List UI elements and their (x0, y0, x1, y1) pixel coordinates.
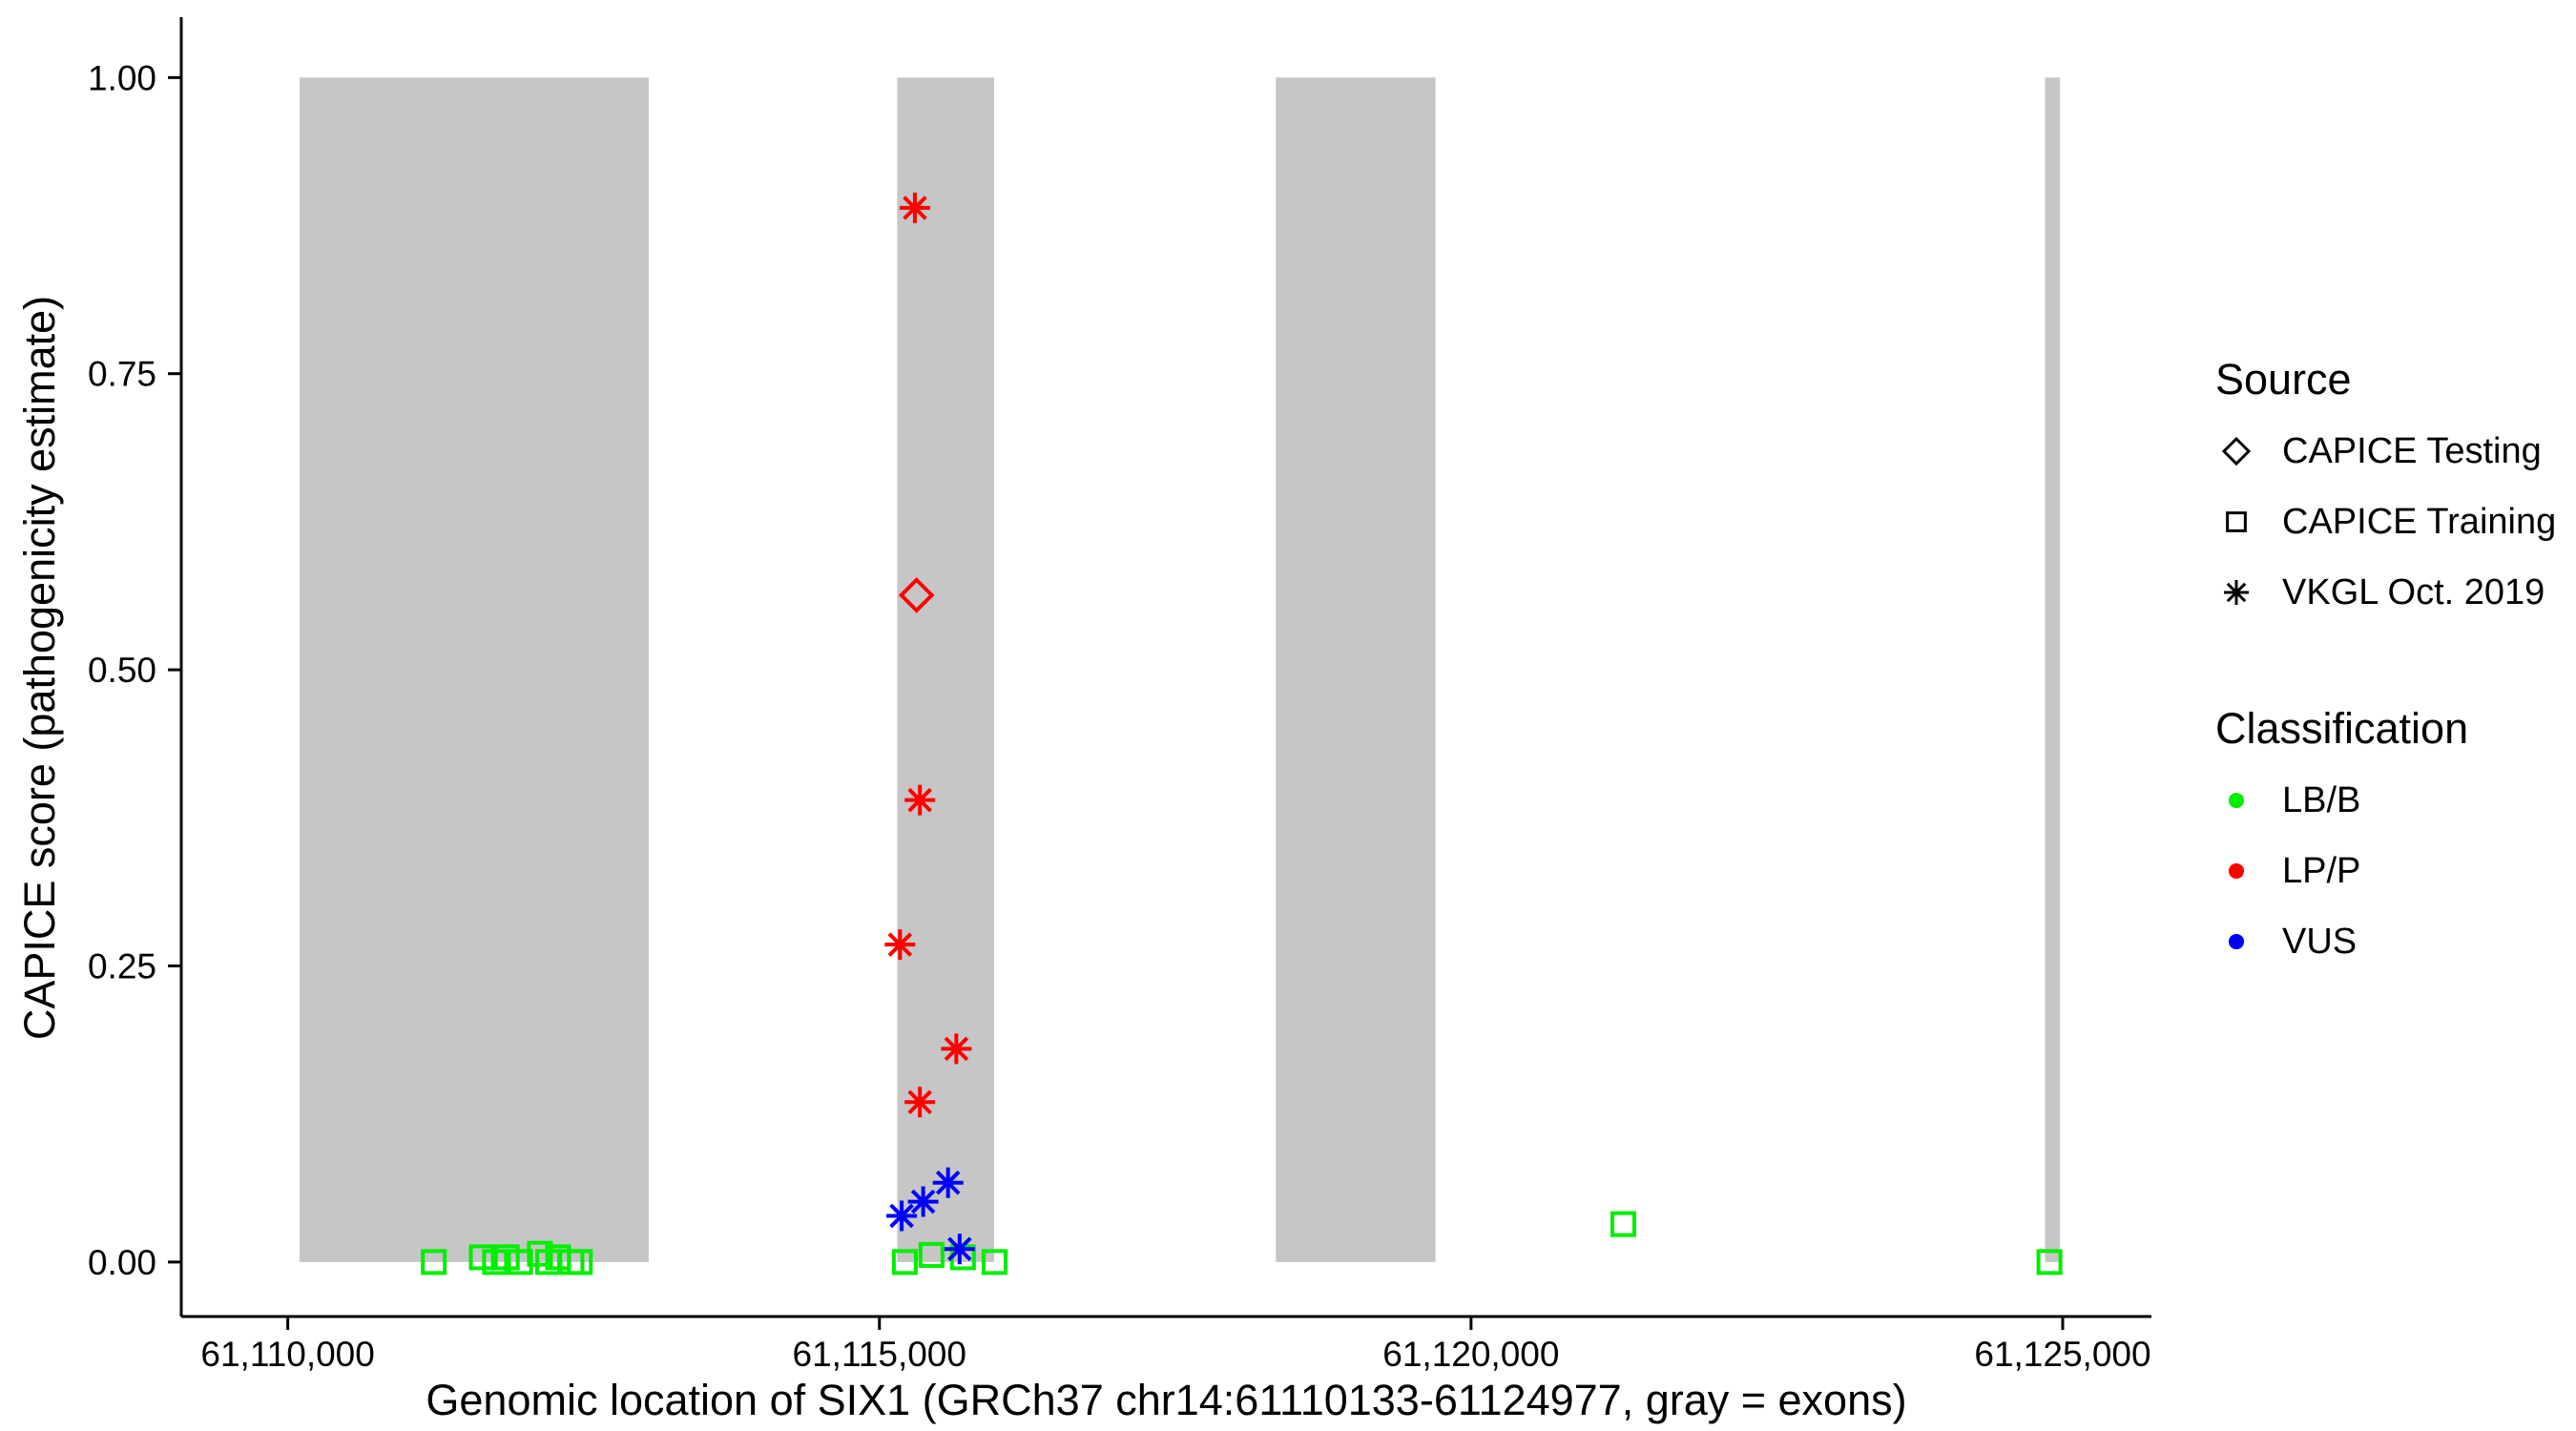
exon-region (1276, 77, 1436, 1262)
data-point (898, 577, 935, 613)
data-point (907, 1186, 939, 1217)
legend-item-classification: LB/B (2215, 765, 2556, 836)
legend-label: CAPICE Testing (2282, 430, 2542, 471)
data-point (884, 929, 916, 961)
legend-item-classification: LP/P (2215, 836, 2556, 906)
x-axis-title: Genomic location of SIX1 (GRCh37 chr14:6… (426, 1376, 1907, 1424)
data-point (468, 1244, 495, 1271)
data-point (421, 1249, 447, 1275)
legend-label: LP/P (2282, 850, 2361, 891)
data-point (941, 1033, 972, 1065)
data-point (527, 1240, 553, 1267)
legend-classification-title: Classification (2215, 704, 2469, 753)
legend-label: VUS (2282, 921, 2358, 962)
circle-icon (2228, 862, 2245, 880)
legend-label: VKGL Oct. 2019 (2282, 571, 2545, 612)
legend-item-classification: VUS (2215, 906, 2556, 977)
exon-region (2045, 77, 2061, 1262)
legend-source-items: CAPICE Testing CAPICE Training VKGL Oct. 2… (2215, 416, 2556, 628)
y-tick-label: 0.25 (88, 946, 156, 985)
square-icon (2226, 511, 2247, 532)
data-point (567, 1249, 593, 1275)
legend-key (2215, 501, 2257, 543)
y-axis-title: CAPICE score (pathogenicity estimate) (15, 295, 64, 1041)
legend-classification-items: LB/B LP/P VUS (2215, 765, 2556, 977)
y-tick-label: 1.00 (88, 58, 156, 97)
data-point (493, 1244, 520, 1271)
legend-source-title: Source (2215, 355, 2352, 404)
legend-item-source: VKGL Oct. 2019 (2215, 557, 2556, 628)
legend-key (2215, 430, 2257, 472)
data-point (932, 1167, 964, 1198)
y-tick-label: 0.00 (88, 1243, 156, 1282)
data-point (1610, 1211, 1637, 1237)
legend-key (2215, 571, 2257, 613)
y-tick-label: 0.50 (88, 651, 156, 690)
circle-icon (2228, 933, 2245, 950)
legend-key (2215, 850, 2257, 892)
diamond-icon (2221, 436, 2252, 467)
data-point (904, 784, 936, 816)
circle-icon (2228, 792, 2245, 809)
legend-label: CAPICE Training (2282, 501, 2557, 542)
x-tick-label: 61,125,000 (1974, 1335, 2150, 1374)
x-tick-label: 61,115,000 (793, 1335, 966, 1374)
asterisk-icon (2224, 580, 2249, 605)
legend-label: LB/B (2282, 779, 2361, 820)
legend-item-source: CAPICE Testing (2215, 416, 2556, 487)
legend: Source CAPICE Testing CAPICE Training VKGL… (2215, 355, 2556, 977)
data-point (2036, 1249, 2063, 1275)
data-point (904, 1087, 936, 1118)
data-point (918, 1241, 945, 1268)
x-tick-label: 61,110,000 (200, 1335, 374, 1374)
legend-key (2215, 921, 2257, 963)
data-point (899, 192, 930, 223)
data-point (891, 1249, 918, 1275)
exon-region (300, 77, 649, 1262)
y-tick-label: 0.75 (88, 355, 156, 394)
x-tick-label: 61,120,000 (1382, 1335, 1559, 1374)
data-point (944, 1234, 975, 1265)
exon-region (897, 77, 995, 1262)
data-point (886, 1200, 918, 1232)
data-point (981, 1249, 1008, 1275)
legend-item-source: CAPICE Training (2215, 487, 2556, 557)
legend-key (2215, 779, 2257, 821)
data-point (507, 1249, 533, 1275)
